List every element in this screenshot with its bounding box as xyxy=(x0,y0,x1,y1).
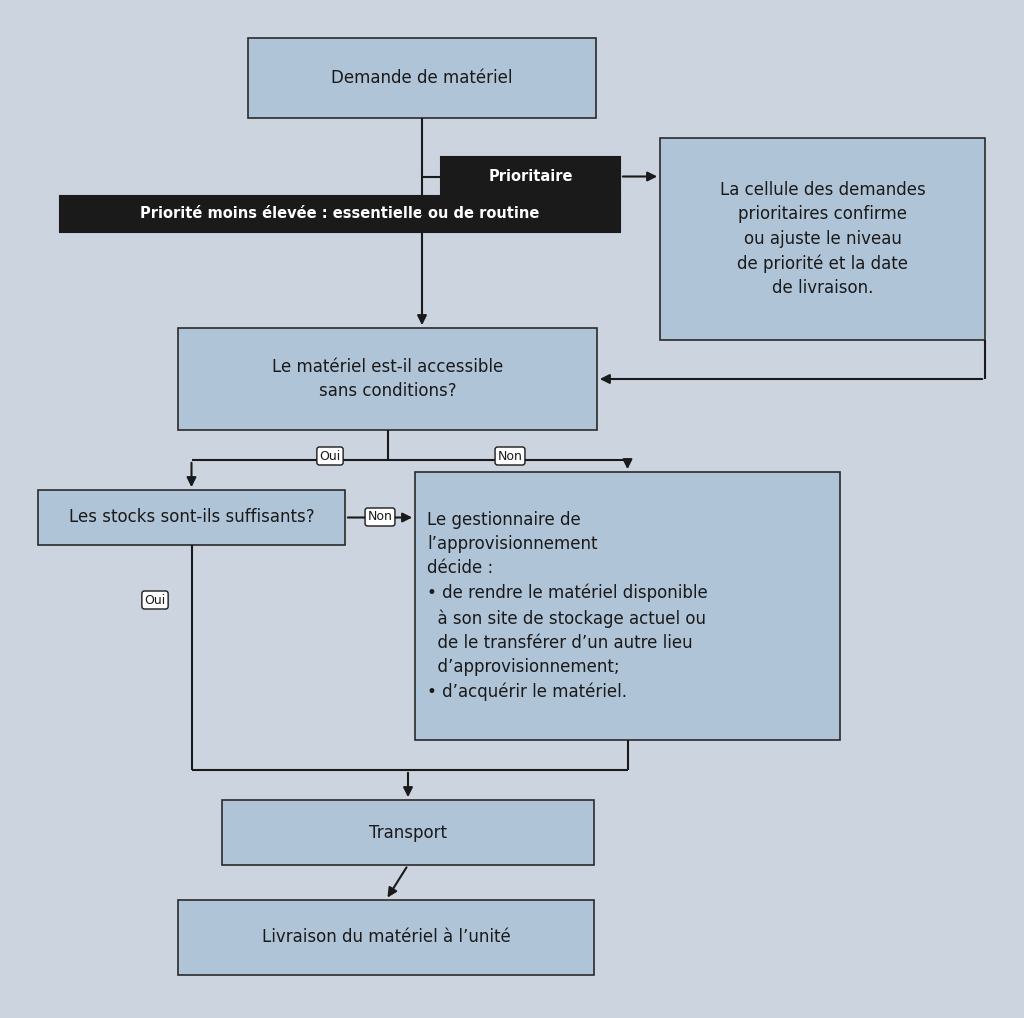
Text: Demande de matériel: Demande de matériel xyxy=(331,69,513,87)
Text: Les stocks sont-ils suffisants?: Les stocks sont-ils suffisants? xyxy=(69,509,314,526)
Text: Le matériel est-il accessible
sans conditions?: Le matériel est-il accessible sans condi… xyxy=(272,358,503,400)
Bar xyxy=(441,157,620,196)
Bar xyxy=(222,800,594,865)
Text: Transport: Transport xyxy=(369,824,447,842)
Bar xyxy=(60,196,620,232)
Bar xyxy=(178,328,597,430)
Bar xyxy=(178,900,594,975)
Bar xyxy=(660,138,985,340)
Bar xyxy=(415,472,840,740)
Text: Le gestionnaire de
l’approvisionnement
décide :
• de rendre le matériel disponib: Le gestionnaire de l’approvisionnement d… xyxy=(427,511,708,701)
Text: Non: Non xyxy=(498,450,522,462)
Bar xyxy=(38,490,345,545)
Text: Prioritaire: Prioritaire xyxy=(488,169,572,184)
Text: Oui: Oui xyxy=(144,593,166,607)
Bar xyxy=(248,38,596,118)
Text: Livraison du matériel à l’unité: Livraison du matériel à l’unité xyxy=(261,928,510,947)
Text: Oui: Oui xyxy=(319,450,341,462)
Text: Non: Non xyxy=(368,510,392,523)
Text: La cellule des demandes
prioritaires confirme
ou ajuste le niveau
de priorité et: La cellule des demandes prioritaires con… xyxy=(720,181,926,297)
Text: Priorité moins élevée : essentielle ou de routine: Priorité moins élevée : essentielle ou d… xyxy=(140,207,540,222)
